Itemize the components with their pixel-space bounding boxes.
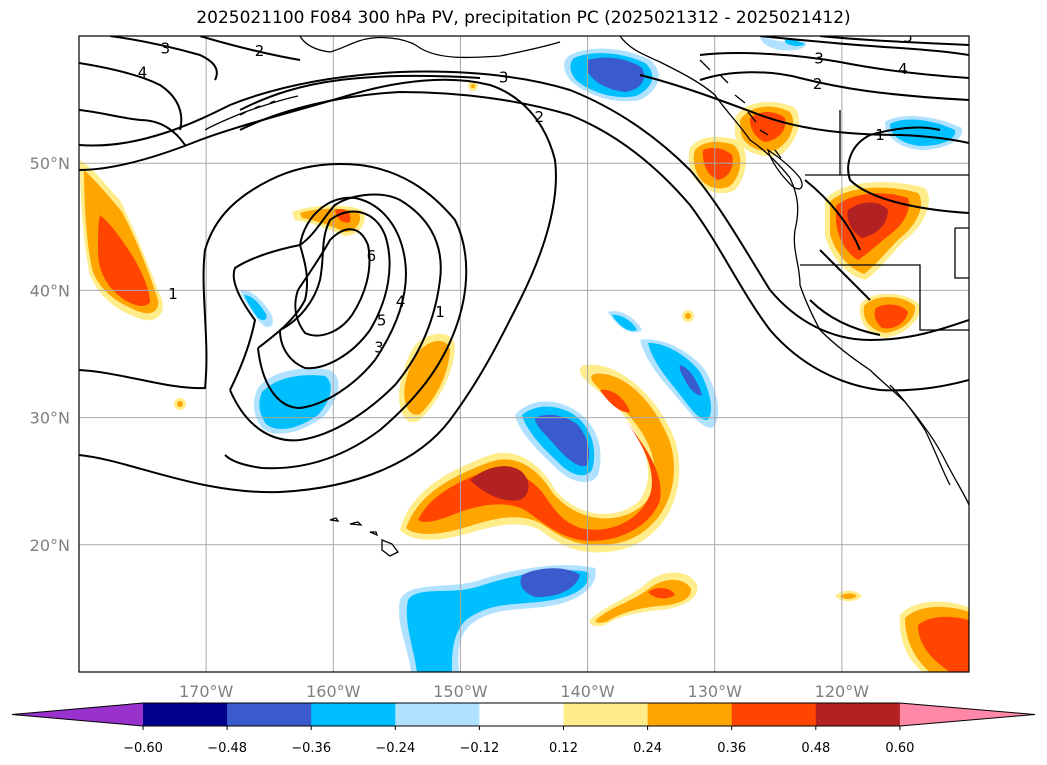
latitude-tick-label: 30°N [30,409,70,428]
colorbar-extend-high [899,703,1035,726]
pv-contour-label: 1 [435,303,445,321]
pv-contour-label: 2 [534,108,544,126]
colorbar-tick-label: 0.12 [549,741,578,756]
pv-contour-label: 4 [898,60,908,78]
colorbar-segment [815,703,901,726]
colorbar-tick-label: 0.36 [717,741,746,756]
pv-contour-label: 5 [377,312,387,330]
longitude-tick-label: 160°W [306,682,361,701]
longitude-tick-labels: 170°W 160°W 150°W 140°W 130°W 120°W [179,682,869,701]
colorbar: −0.60 −0.48 −0.36 −0.24 −0.12 0.12 0.24 0.36 0.4… [11,702,1036,756]
latitude-tick-label: 40°N [30,281,70,300]
map-frame [78,35,970,673]
colorbar-extend-low [12,703,143,726]
colorbar-tick-label: 0.60 [885,741,914,756]
pv-contour-label: 1 [168,285,178,303]
pv-contour-label: 5 [903,28,913,46]
map-title: 2025021100 F084 300 hPa PV, precipitatio… [196,8,851,28]
colorbar-segment [143,703,228,726]
pv-contours [79,36,969,494]
colorbar-tick-label: −0.12 [459,741,499,756]
longitude-tick-label: 140°W [560,682,615,701]
pv-contour-label: 1 [875,126,885,144]
colorbar-tick-label: −0.36 [291,741,331,756]
longitude-tick-label: 170°W [179,682,234,701]
latitude-tick-label: 20°N [30,536,70,555]
longitude-tick-label: 130°W [688,682,743,701]
pv-contour-label: 2 [813,75,823,93]
colorbar-segment [563,703,649,726]
colorbar-segment [311,703,396,726]
colorbar-segment [731,703,817,726]
pv-contour-label: 3 [814,50,824,68]
pv-contour-label: 3 [374,338,384,356]
colorbar-tick-label: −0.48 [207,741,247,756]
coastlines [204,36,969,557]
pv-contour-label: 2 [255,42,265,60]
colorbar-tick-label: −0.24 [375,741,415,756]
gridlines [79,36,969,672]
pv-contour-label: 3 [161,39,171,57]
longitude-tick-label: 120°W [815,682,870,701]
pv-contour-label: 4 [138,64,148,82]
colorbar-segment [647,703,733,726]
longitude-tick-label: 150°W [433,682,488,701]
latitude-tick-label: 50°N [30,154,70,173]
colorbar-segment [395,703,480,726]
pv-contour-label: 6 [367,247,377,265]
colorbar-tick-label: 0.48 [801,741,830,756]
pv-contour-label: 4 [396,293,406,311]
colorbar-segment [227,703,312,726]
colorbar-tick-label: −0.60 [123,741,163,756]
colorbar-tick-label: 0.24 [633,741,662,756]
colorbar-segment [479,703,564,726]
latitude-tick-labels: 20°N 30°N 40°N 50°N [30,154,70,555]
pv-contour-label: 3 [499,69,509,87]
